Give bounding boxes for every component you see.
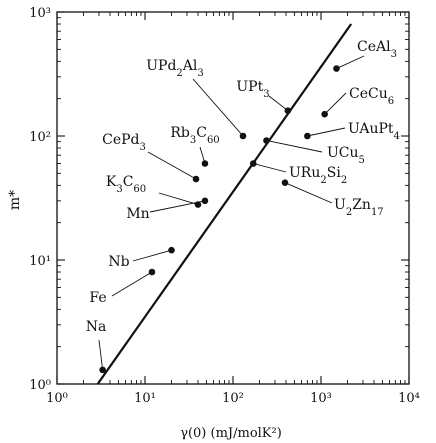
tick-labels: 10⁰ 10¹ 10² 10³ 10⁴ 10⁰ 10¹ 10² 10³ [29, 6, 420, 406]
point-fe [148, 268, 156, 276]
leader-na [98, 339, 104, 370]
x-tick-label: 10⁰ [46, 391, 68, 406]
axis-ticks [56, 11, 410, 385]
leader-uru2si2 [253, 163, 287, 173]
point-upt3 [284, 107, 292, 114]
label-nb: Nb [108, 254, 129, 270]
x-tick-label: 10³ [310, 391, 332, 406]
point-ceal3 [333, 65, 340, 72]
point-rb3c60 [201, 160, 209, 167]
fit-line-group [96, 23, 353, 384]
point-labels: NaFeNbMnK3C60CePd3Rb3C60UPd2Al3UPt3UCu5U… [86, 39, 400, 335]
point-u2zn17 [281, 179, 289, 187]
label-uaupt4: UAuPt4 [348, 121, 400, 142]
label-mn: Mn [126, 206, 149, 222]
x-tick-label: 10¹ [134, 391, 156, 406]
y-axis-label: m* [7, 190, 23, 210]
y-tick-label: 10¹ [29, 254, 51, 269]
point-k3c60 [194, 201, 202, 208]
leader-ucu5 [266, 140, 323, 153]
y-tick-label: 10³ [29, 6, 51, 21]
label-upt3: UPt3 [236, 79, 269, 100]
label-upd2al3: UPd2Al3 [146, 58, 204, 79]
label-cecu6: CeCu6 [349, 86, 394, 107]
label-uru2si2: URu2Si2 [289, 165, 347, 186]
label-ceal3: CeAl3 [357, 39, 397, 60]
leader-lines [98, 55, 365, 370]
label-fe: Fe [89, 290, 106, 306]
leader-k3c60 [158, 192, 199, 205]
data-points [99, 65, 340, 374]
point-cecu6 [321, 110, 328, 118]
point-cepd3 [192, 175, 200, 183]
leader-ceal3 [336, 55, 365, 69]
leader-fe [111, 271, 153, 297]
leader-upt3 [268, 95, 289, 112]
fit-line [96, 23, 353, 384]
label-cepd3: CePd3 [102, 132, 146, 153]
point-upd2al3 [239, 132, 247, 140]
label-na: Na [86, 319, 107, 335]
leader-upd2al3 [192, 78, 244, 137]
leader-u2zn17 [284, 182, 333, 204]
leader-uaupt4 [307, 127, 346, 137]
y-tick-label: 10² [29, 130, 51, 145]
leader-cepd3 [147, 151, 197, 180]
label-ucu5: UCu5 [327, 145, 365, 166]
point-ucu5 [263, 137, 270, 144]
label-k3c60: K3C60 [106, 174, 146, 195]
x-tick-label: 10² [222, 391, 244, 406]
leader-cecu6 [324, 92, 347, 115]
point-nb [168, 246, 175, 254]
point-uru2si2 [249, 160, 257, 167]
x-axis-label: γ(0) (mJ/molK²) [180, 426, 282, 441]
point-uaupt4 [304, 132, 311, 140]
label-rb3c60: Rb3C60 [170, 125, 219, 146]
point-mn [201, 197, 209, 205]
point-na [99, 366, 106, 374]
y-tick-label: 10⁰ [29, 378, 51, 393]
leader-nb [132, 249, 172, 262]
x-tick-label: 10⁴ [398, 391, 420, 406]
label-u2zn17: U2Zn17 [334, 197, 384, 218]
